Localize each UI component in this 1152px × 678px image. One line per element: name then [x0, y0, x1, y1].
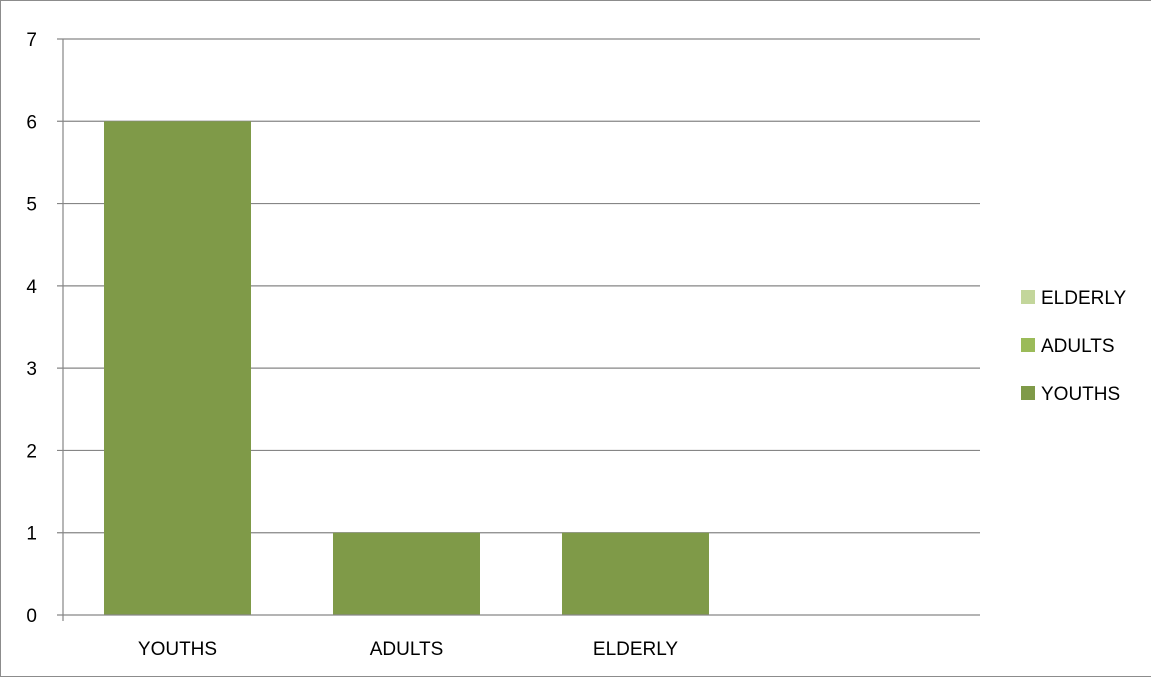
- bar-adults: [333, 532, 480, 615]
- axes: [57, 39, 980, 621]
- x-tick-labels: YOUTHS ADULTS ELDERLY: [138, 639, 679, 660]
- legend-swatch-youths: [1021, 386, 1035, 400]
- bars: [104, 121, 709, 616]
- legend-swatch-adults: [1021, 338, 1035, 352]
- y-tick-label: 3: [26, 359, 37, 380]
- legend-label: ADULTS: [1041, 336, 1115, 357]
- legend: ELDERLY ADULTS YOUTHS: [1021, 288, 1127, 405]
- x-tick-label: ADULTS: [370, 639, 444, 660]
- y-tick-label: 1: [26, 524, 37, 545]
- legend-swatch-elderly: [1021, 290, 1035, 304]
- bar-elderly: [562, 532, 709, 615]
- y-tick-label: 2: [26, 441, 37, 462]
- y-tick-label: 5: [26, 195, 37, 216]
- x-tick-label: YOUTHS: [138, 639, 217, 660]
- y-tick-labels: 0 1 2 3 4 5 6 7: [26, 30, 37, 627]
- bar-youths: [104, 121, 251, 616]
- y-tick-label: 4: [26, 277, 37, 298]
- x-tick-label: ELDERLY: [593, 639, 679, 660]
- y-tick-label: 6: [26, 112, 37, 133]
- y-tick-label: 0: [26, 606, 37, 627]
- legend-label: ELDERLY: [1041, 288, 1127, 309]
- legend-label: YOUTHS: [1041, 384, 1120, 405]
- y-tick-label: 7: [26, 30, 37, 51]
